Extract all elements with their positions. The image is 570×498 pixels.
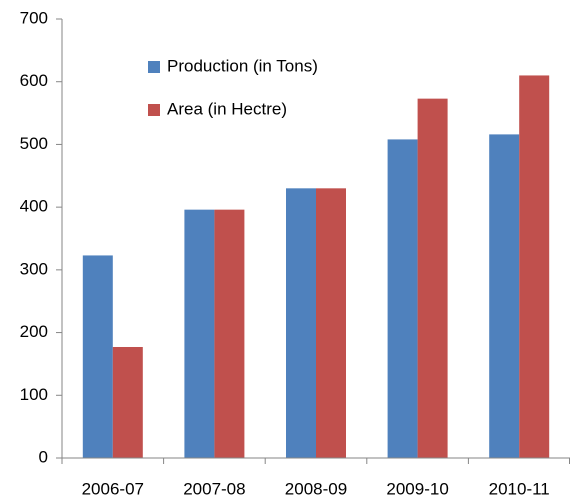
y-tick-label: 100	[20, 385, 48, 404]
legend-label: Production (in Tons)	[167, 56, 318, 75]
bar	[82, 255, 113, 458]
legend-label: Area (in Hectre)	[167, 99, 287, 118]
bar	[387, 139, 418, 458]
bar	[214, 209, 245, 458]
bar	[112, 346, 143, 458]
y-tick-label: 500	[20, 134, 48, 153]
bar	[489, 134, 520, 458]
y-tick-label: 300	[20, 259, 48, 278]
bar	[286, 188, 316, 459]
y-tick-label: 200	[20, 322, 48, 341]
bar	[417, 98, 448, 458]
legend-swatch	[148, 104, 160, 116]
y-tick-label: 400	[20, 197, 48, 216]
y-tick-label: 0	[39, 447, 48, 466]
x-tick-label: 2006-07	[82, 479, 144, 498]
y-tick-label: 600	[20, 71, 48, 90]
bar	[316, 188, 346, 459]
x-tick-label: 2008-09	[285, 479, 347, 498]
bar	[184, 209, 215, 458]
y-tick-label: 700	[20, 8, 48, 27]
x-tick-label: 2007-08	[183, 479, 245, 498]
legend-swatch	[148, 61, 160, 73]
x-tick-label: 2010-11	[489, 479, 550, 498]
bar	[519, 75, 550, 458]
x-tick-label: 2009-10	[386, 479, 448, 498]
